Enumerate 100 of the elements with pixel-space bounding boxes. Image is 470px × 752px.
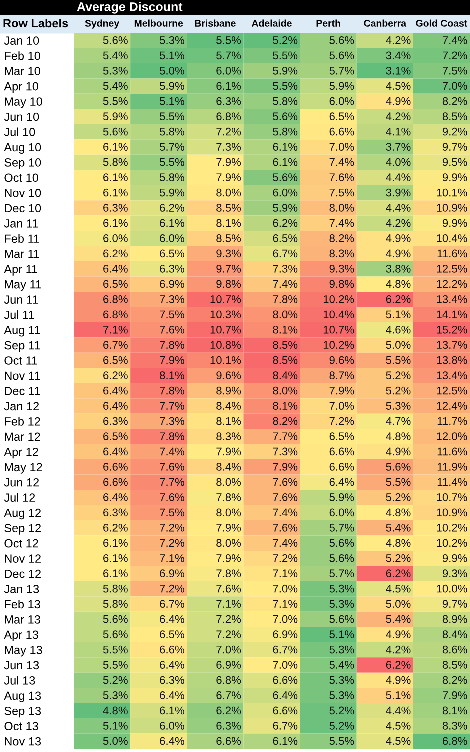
data-label: 13.8% — [437, 356, 468, 364]
data-label: 9.3% — [442, 570, 468, 578]
data-label: 10.4% — [324, 310, 354, 319]
data-label: 6.9% — [160, 280, 184, 288]
y-tick-label: Jul 10 — [4, 128, 36, 136]
data-label: 7.3% — [273, 265, 298, 273]
data-label: 4.9% — [386, 234, 411, 242]
data-label: 4.4% — [386, 204, 411, 212]
data-label: 6.1% — [273, 158, 298, 166]
data-label: 13.4% — [437, 372, 468, 380]
y-tick-label: Oct 10 — [4, 174, 38, 182]
data-label: 5.2% — [273, 36, 298, 44]
data-label: 5.1% — [103, 722, 128, 730]
y-tick-label: Nov 13 — [5, 737, 42, 746]
y-tick-label: Jul 11 — [4, 310, 34, 320]
data-label: 6.2% — [104, 250, 128, 258]
data-label: 3.7% — [386, 143, 411, 151]
data-label: 5.5% — [386, 356, 411, 364]
data-label: 9.6% — [330, 356, 354, 364]
data-label: 7.5% — [330, 188, 354, 197]
data-label: 6.6% — [330, 128, 354, 136]
y-tick-label: Jul 13 — [4, 676, 36, 685]
data-label: 3.4% — [386, 52, 411, 60]
data-label: 8.1% — [216, 417, 242, 426]
data-label: 6.5% — [330, 112, 354, 121]
y-tick-label: Nov 12 — [5, 554, 41, 563]
y-tick-label: Jun 13 — [4, 661, 40, 670]
data-label: 8.1% — [273, 402, 298, 410]
data-label: 7.9% — [273, 463, 298, 471]
data-label: 6.1% — [104, 143, 128, 151]
data-label: 5.7% — [330, 67, 354, 75]
data-label: 4.4% — [386, 174, 411, 182]
y-tick-label: Jan 12 — [4, 402, 40, 411]
data-label: 4.8% — [103, 706, 128, 715]
data-label: 4.2% — [386, 36, 411, 44]
data-label: 6.7% — [273, 250, 298, 258]
data-label: 5.5% — [273, 52, 298, 60]
data-label: 6.4% — [330, 478, 354, 486]
data-label: 3.8% — [386, 265, 411, 273]
data-label: 6.1% — [160, 706, 184, 715]
data-label: 8.5% — [273, 356, 298, 364]
data-label: 4.8% — [386, 539, 411, 548]
data-label: 4.9% — [386, 676, 411, 684]
data-label: 5.5% — [103, 646, 128, 654]
data-label: 5.0% — [160, 66, 184, 75]
data-label: 5.6% — [330, 539, 354, 548]
data-label: 7.3% — [273, 448, 298, 456]
data-label: 7.4% — [330, 158, 354, 166]
data-label: 8.1% — [160, 372, 184, 380]
data-label: 5.1% — [330, 630, 354, 638]
data-label: 4.9% — [386, 630, 411, 638]
data-label: 6.1% — [104, 539, 128, 548]
data-label: 6.2% — [273, 219, 298, 228]
data-label: 5.6% — [273, 112, 298, 121]
data-label: 5.1% — [386, 310, 411, 319]
data-label: 5.2% — [386, 554, 411, 562]
data-label: 11.7% — [438, 417, 468, 426]
data-label: 7.9% — [216, 158, 242, 166]
data-label: 5.3% — [330, 676, 354, 684]
data-label: 4.1% — [386, 128, 411, 136]
data-label: 5.9% — [273, 204, 298, 212]
data-label: 3.9% — [386, 188, 411, 197]
data-label: 8.2% — [330, 234, 354, 242]
data-label: 8.3% — [442, 722, 468, 730]
y-tick-label: Mar 13 — [5, 616, 40, 624]
data-label: 9.6% — [216, 372, 242, 380]
data-label: 5.2% — [330, 706, 354, 715]
data-label: 8.4% — [216, 463, 242, 471]
data-label: 6.6% — [104, 478, 128, 486]
y-tick-label: Mar 10 — [5, 67, 40, 76]
data-label: 6.5% — [330, 432, 354, 440]
data-label: 5.3% — [330, 646, 354, 654]
data-label: 9.2% — [442, 128, 468, 136]
data-label: 6.1% — [273, 737, 298, 746]
y-tick-label: Sep 11 — [4, 341, 40, 352]
data-label: 7.8% — [216, 494, 242, 502]
data-label: 7.9% — [216, 174, 242, 182]
y-tick-label: Feb 13 — [5, 600, 40, 609]
data-label: 6.9% — [216, 661, 242, 669]
data-label: 8.4% — [273, 372, 298, 380]
data-label: 8.5% — [273, 341, 298, 350]
data-label: 8.6% — [442, 646, 468, 654]
data-label: 6.2% — [386, 295, 411, 304]
data-label: 6.0% — [330, 508, 354, 517]
data-label: 7.7% — [273, 432, 298, 440]
data-label: 7.2% — [216, 615, 242, 624]
data-label: 7.4% — [273, 508, 298, 517]
data-label: 7.9% — [442, 692, 468, 700]
data-label: 5.3% — [160, 36, 184, 44]
data-label: 7.6% — [160, 494, 184, 502]
data-label: 5.8% — [103, 600, 128, 608]
data-label: 7.3% — [160, 417, 184, 426]
data-label: 6.6% — [273, 676, 298, 684]
data-label: 8.5% — [442, 661, 468, 669]
data-label: 5.5% — [273, 82, 298, 90]
data-label: 7.4% — [160, 448, 184, 456]
data-label: 5.2% — [330, 722, 354, 730]
data-label: 4.5% — [386, 584, 411, 593]
data-label: 6.3% — [160, 676, 184, 684]
data-label: 10.1% — [210, 356, 242, 364]
